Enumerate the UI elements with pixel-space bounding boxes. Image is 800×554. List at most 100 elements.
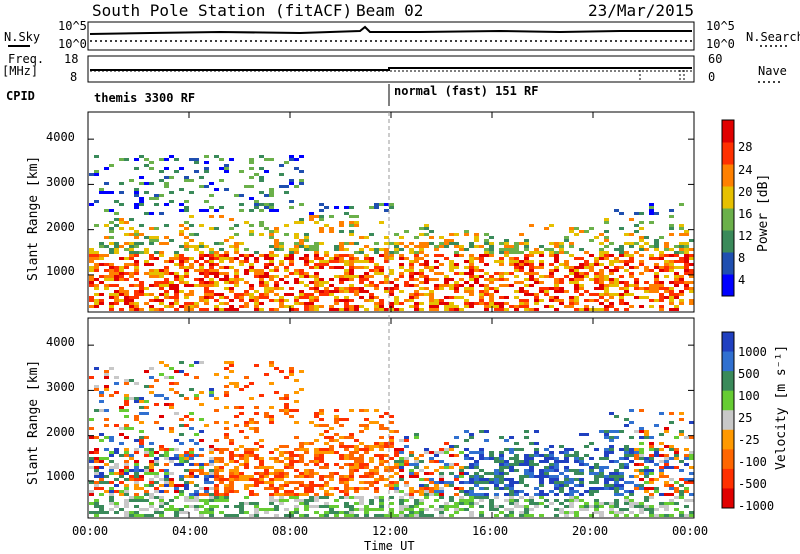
- heatmap-cell: [454, 308, 459, 311]
- heatmap-cell: [234, 448, 239, 451]
- heatmap-cell: [319, 478, 324, 481]
- heatmap-cell: [189, 451, 194, 454]
- heatmap-cell: [129, 251, 134, 254]
- heatmap-cell: [269, 158, 274, 161]
- heatmap-cell: [664, 481, 669, 484]
- heatmap-cell: [659, 281, 664, 284]
- heatmap-cell: [639, 212, 644, 215]
- heatmap-cell: [504, 245, 509, 248]
- heatmap-cell: [569, 496, 574, 499]
- heatmap-cell: [464, 457, 469, 460]
- heatmap-cell: [134, 481, 139, 484]
- heatmap-cell: [629, 448, 634, 451]
- heatmap-cell: [234, 415, 239, 418]
- heatmap-cell: [259, 284, 264, 287]
- heatmap-cell: [639, 502, 644, 505]
- heatmap-cell: [574, 457, 579, 460]
- heatmap-cell: [129, 272, 134, 275]
- heatmap-cell: [389, 475, 394, 478]
- heatmap-cell: [639, 508, 644, 511]
- heatmap-cell: [654, 487, 659, 490]
- heatmap-cell: [374, 242, 379, 245]
- heatmap-cell: [454, 233, 459, 236]
- heatmap-cell: [664, 454, 669, 457]
- heatmap-cell: [639, 296, 644, 299]
- heatmap-cell: [524, 263, 529, 266]
- heatmap-cell: [589, 266, 594, 269]
- heatmap-cell: [284, 185, 289, 188]
- heatmap-cell: [219, 278, 224, 281]
- heatmap-cell: [224, 188, 229, 191]
- heatmap-cell: [539, 266, 544, 269]
- heatmap-cell: [569, 487, 574, 490]
- heatmap-cell: [669, 514, 674, 517]
- heatmap-cell: [124, 296, 129, 299]
- heatmap-cell: [679, 302, 684, 305]
- heatmap-cell: [609, 484, 614, 487]
- heatmap-cell: [659, 505, 664, 508]
- heatmap-cell: [299, 275, 304, 278]
- heatmap-cell: [439, 245, 444, 248]
- heatmap-cell: [439, 466, 444, 469]
- heatmap-cell: [554, 269, 559, 272]
- heatmap-cell: [249, 293, 254, 296]
- heatmap-cell: [379, 436, 384, 439]
- heatmap-cell: [139, 421, 144, 424]
- heatmap-cell: [594, 236, 599, 239]
- heatmap-cell: [524, 248, 529, 251]
- heatmap-cell: [149, 448, 154, 451]
- heatmap-cell: [649, 508, 654, 511]
- heatmap-cell: [124, 302, 129, 305]
- heatmap-cell: [529, 293, 534, 296]
- heatmap-cell: [119, 203, 124, 206]
- heatmap-cell: [134, 496, 139, 499]
- heatmap-cell: [249, 475, 254, 478]
- heatmap-cell: [289, 287, 294, 290]
- heatmap-cell: [354, 457, 359, 460]
- heatmap-cell: [559, 451, 564, 454]
- heatmap-cell: [94, 302, 99, 305]
- heatmap-cell: [119, 442, 124, 445]
- heatmap-cell: [499, 457, 504, 460]
- heatmap-cell: [239, 508, 244, 511]
- heatmap-cell: [479, 454, 484, 457]
- heatmap-cell: [194, 361, 199, 364]
- heatmap-cell: [354, 466, 359, 469]
- heatmap-cell: [429, 460, 434, 463]
- heatmap-cell: [514, 281, 519, 284]
- heatmap-cell: [94, 367, 99, 370]
- heatmap-cell: [689, 436, 694, 439]
- heatmap-cell: [384, 209, 389, 212]
- heatmap-cell: [254, 290, 259, 293]
- heatmap-cell: [384, 442, 389, 445]
- heatmap-cell: [669, 269, 674, 272]
- heatmap-cell: [559, 263, 564, 266]
- heatmap-cell: [384, 445, 389, 448]
- heatmap-cell: [364, 409, 369, 412]
- heatmap-cell: [269, 487, 274, 490]
- heatmap-cell: [624, 418, 629, 421]
- heatmap-cell: [204, 490, 209, 493]
- heatmap-cell: [664, 484, 669, 487]
- heatmap-cell: [399, 463, 404, 466]
- heatmap-cell: [409, 508, 414, 511]
- heatmap-cell: [164, 242, 169, 245]
- heatmap-cell: [669, 493, 674, 496]
- heatmap-cell: [604, 257, 609, 260]
- heatmap-cell: [469, 305, 474, 308]
- heatmap-cell: [659, 469, 664, 472]
- heatmap-cell: [539, 254, 544, 257]
- heatmap-cell: [139, 287, 144, 290]
- heatmap-cell: [204, 487, 209, 490]
- heatmap-cell: [484, 242, 489, 245]
- heatmap-cell: [464, 272, 469, 275]
- heatmap-cell: [119, 293, 124, 296]
- power-cb-tick-8: 8: [738, 251, 746, 265]
- heatmap-cell: [124, 427, 129, 430]
- heatmap-cell: [174, 263, 179, 266]
- heatmap-cell: [299, 442, 304, 445]
- heatmap-cell: [244, 511, 249, 514]
- heatmap-cell: [544, 460, 549, 463]
- heatmap-cell: [154, 403, 159, 406]
- heatmap-cell: [474, 493, 479, 496]
